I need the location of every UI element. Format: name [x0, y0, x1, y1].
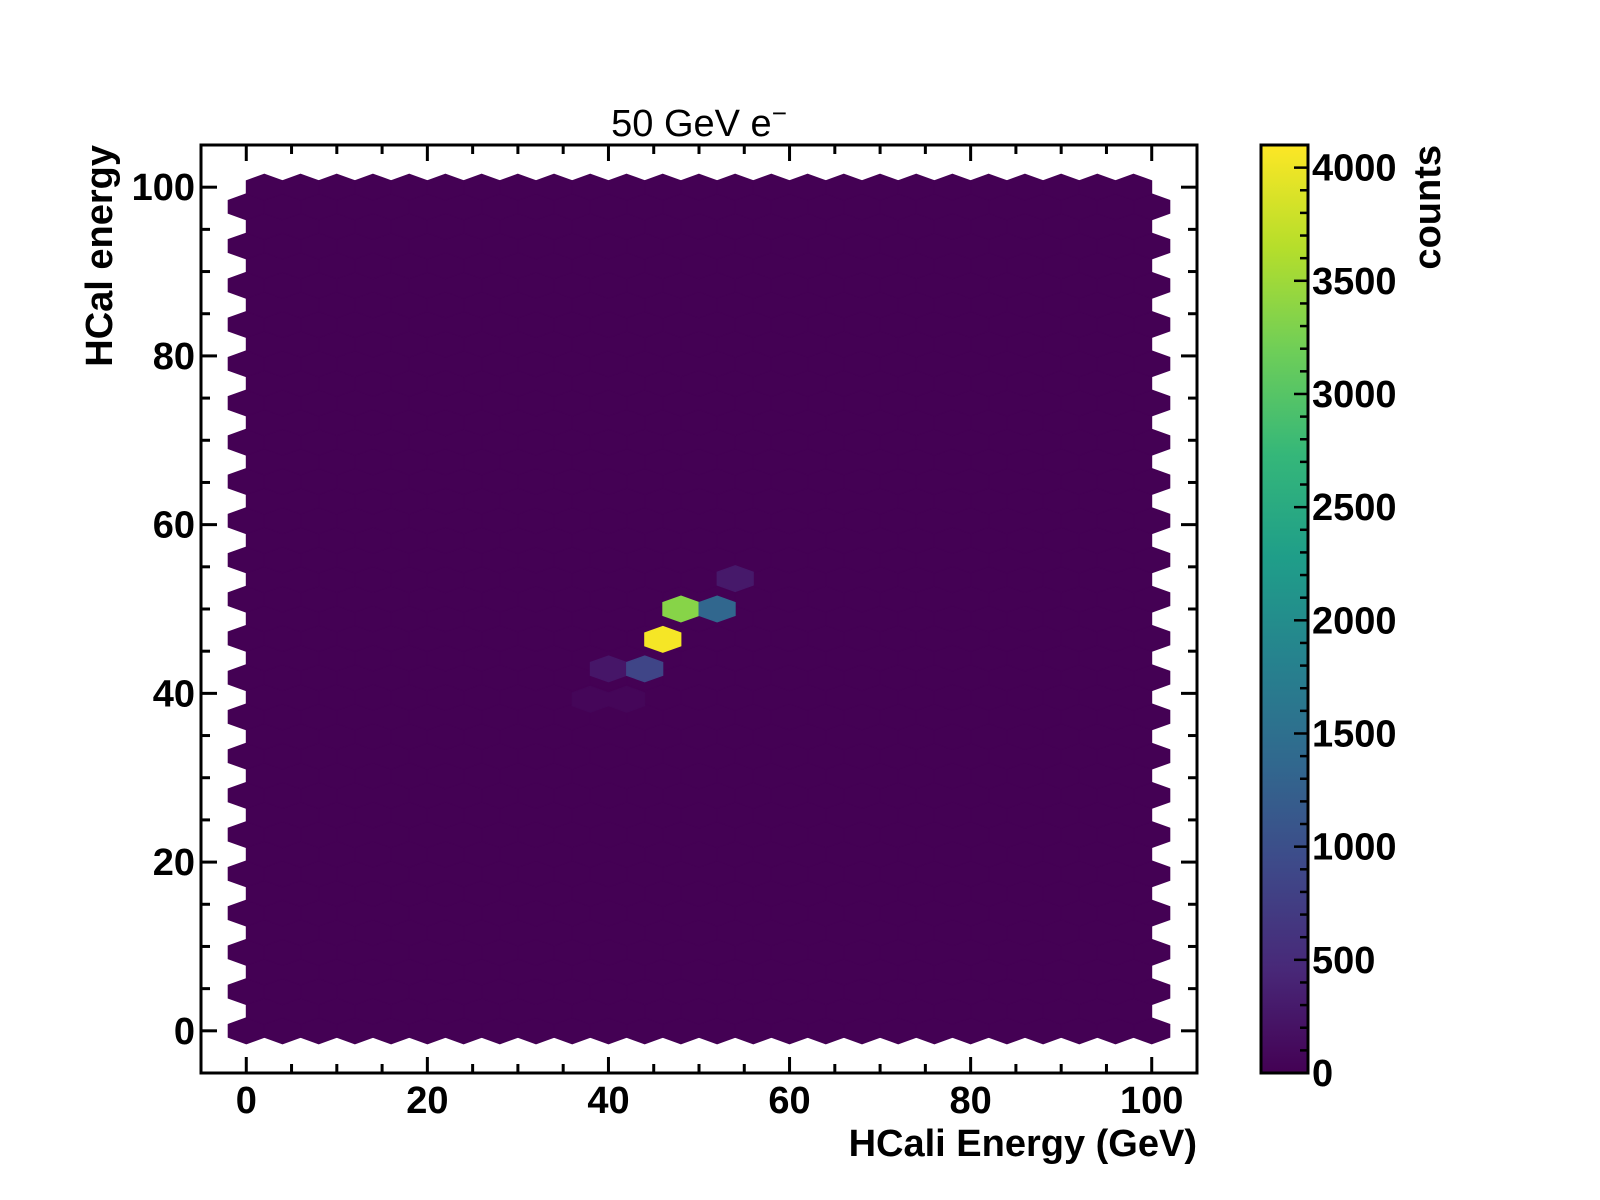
- x-tick-label: 60: [768, 1080, 810, 1122]
- hex-bin: [644, 625, 682, 653]
- y-axis-title: HCal energy: [79, 145, 121, 367]
- x-axis: 0 20 40 60 80 100: [236, 145, 1183, 1122]
- hex-bin: [608, 685, 646, 713]
- hex-bin: [716, 565, 754, 593]
- y-tick-label: 20: [153, 842, 195, 884]
- hex-bin: [626, 655, 664, 683]
- colorbar: [1259, 143, 1310, 1075]
- y-tick-label: 80: [153, 336, 195, 378]
- colorbar-tick-label: 3000: [1312, 374, 1397, 416]
- chart-title: 50 GeV e−: [611, 98, 787, 145]
- hex-bin: [698, 595, 736, 623]
- colorbar-tick-label: 3500: [1312, 261, 1397, 303]
- x-axis-title: HCali Energy (GeV): [849, 1123, 1197, 1165]
- colorbar-tick-label: 4000: [1312, 148, 1397, 190]
- chart-title-main: 50 GeV e: [611, 103, 772, 145]
- x-tick-label: 40: [587, 1080, 629, 1122]
- y-axis: 0 20 40 60 80 100: [132, 167, 1197, 1053]
- chart-title-superscript: −: [772, 98, 787, 128]
- x-tick-label: 100: [1120, 1080, 1183, 1122]
- hexbin-layer: [227, 173, 1171, 1045]
- colorbar-tick-label: 2000: [1312, 600, 1397, 642]
- y-tick-label: 100: [132, 167, 195, 209]
- colorbar-tick-label: 0: [1312, 1053, 1333, 1095]
- y-tick-label: 0: [174, 1011, 195, 1053]
- hex-bin-background: [1115, 173, 1153, 201]
- colorbar-tick-label: 1000: [1312, 827, 1397, 869]
- x-tick-label: 0: [236, 1080, 257, 1122]
- y-tick-label: 60: [153, 505, 195, 547]
- colorbar-tick-label: 2500: [1312, 487, 1397, 529]
- colorbar-title: counts: [1407, 145, 1449, 270]
- x-tick-label: 80: [949, 1080, 991, 1122]
- colorbar-axis: 0 500 1000 1500 2000 2500 3000 3500 4000: [1294, 143, 1397, 1095]
- x-tick-label: 20: [406, 1080, 448, 1122]
- y-tick-label: 40: [153, 673, 195, 715]
- colorbar-tick-label: 500: [1312, 940, 1375, 982]
- colorbar-tick-label: 1500: [1312, 713, 1397, 755]
